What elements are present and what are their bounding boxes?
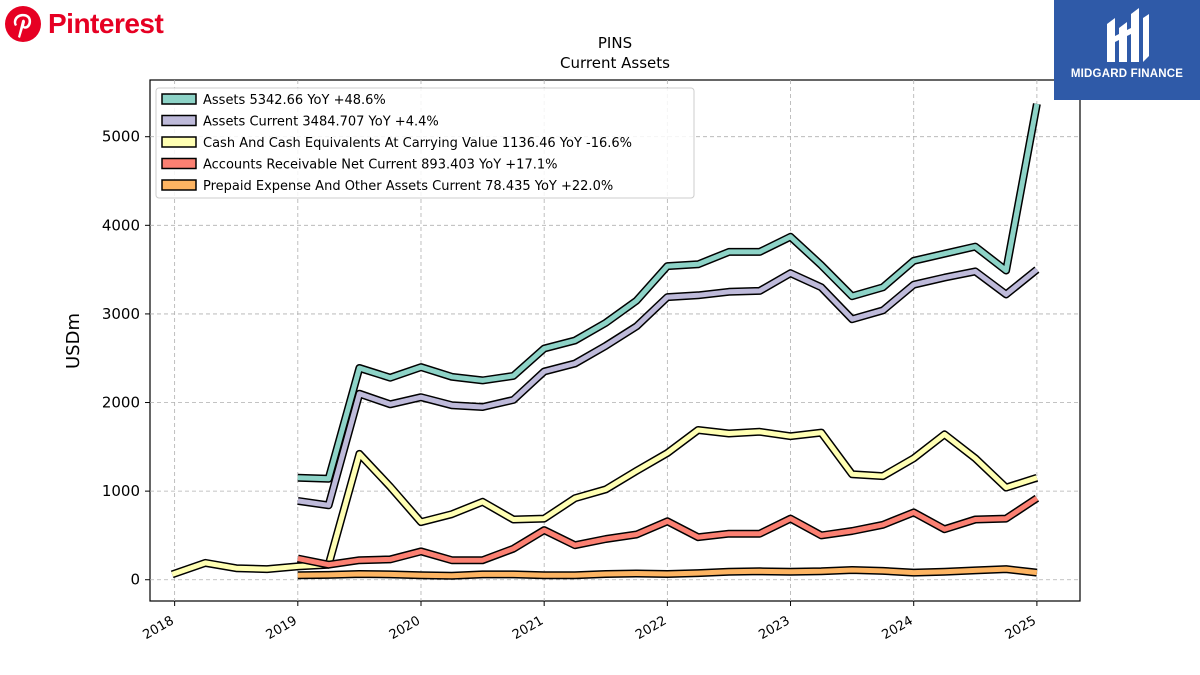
badge-text: MIDGARD FINANCE xyxy=(1070,68,1184,80)
legend-swatch xyxy=(161,157,197,170)
x-tick-label: 2025 xyxy=(1003,613,1039,643)
midgard-logo-icon xyxy=(1107,8,1149,62)
x-tick-label: 2021 xyxy=(510,613,546,643)
x-tick-label: 2022 xyxy=(633,613,669,643)
legend-entry: Accounts Receivable Net Current 893.403 … xyxy=(203,158,558,173)
x-tick-label: 2024 xyxy=(880,613,916,643)
series-line xyxy=(297,566,1038,579)
x-tick-label: 2023 xyxy=(756,613,792,643)
series-line xyxy=(297,496,1039,568)
chart-subtitle: Current Assets xyxy=(560,54,670,72)
series-line xyxy=(297,103,1040,482)
legend-box xyxy=(155,87,695,199)
legend-swatch xyxy=(161,93,197,105)
y-axis-label: USDm xyxy=(63,313,84,369)
legend: Assets 5342.66 YoY +48.6% Assets Current … xyxy=(155,87,695,199)
y-tick-label: 4000 xyxy=(102,216,140,234)
legend-swatch xyxy=(161,114,197,127)
y-tick-label: 5000 xyxy=(102,128,140,146)
legend-entry: Assets Current 3484.707 YoY +4.4% xyxy=(203,115,439,130)
legend-entry: Cash And Cash Equivalents At Carrying Va… xyxy=(203,136,632,151)
legend-entry: Prepaid Expense And Other Assets Current… xyxy=(203,179,613,194)
y-tick-label: 2000 xyxy=(102,394,140,412)
pinterest-logo-icon xyxy=(5,6,41,42)
x-tick-label: 2018 xyxy=(140,613,176,643)
brand-logo: Pinterest xyxy=(4,4,164,44)
x-tick-label: 2020 xyxy=(387,613,423,643)
legend-entry: Assets 5342.66 YoY +48.6% xyxy=(203,93,386,108)
y-tick-label: 3000 xyxy=(102,305,140,323)
y-tick-label: 0 xyxy=(130,571,140,589)
series-lines xyxy=(170,103,1041,580)
x-tick-label: 2019 xyxy=(264,613,300,643)
series-line xyxy=(297,267,1039,508)
y-tick-label: 1000 xyxy=(102,482,140,500)
chart-title: PINS xyxy=(598,34,632,52)
legend-swatch xyxy=(161,179,197,191)
midgard-finance-badge: MIDGARD FINANCE xyxy=(1054,0,1200,100)
brand-name: Pinterest xyxy=(48,8,164,39)
legend-swatch xyxy=(161,136,197,148)
